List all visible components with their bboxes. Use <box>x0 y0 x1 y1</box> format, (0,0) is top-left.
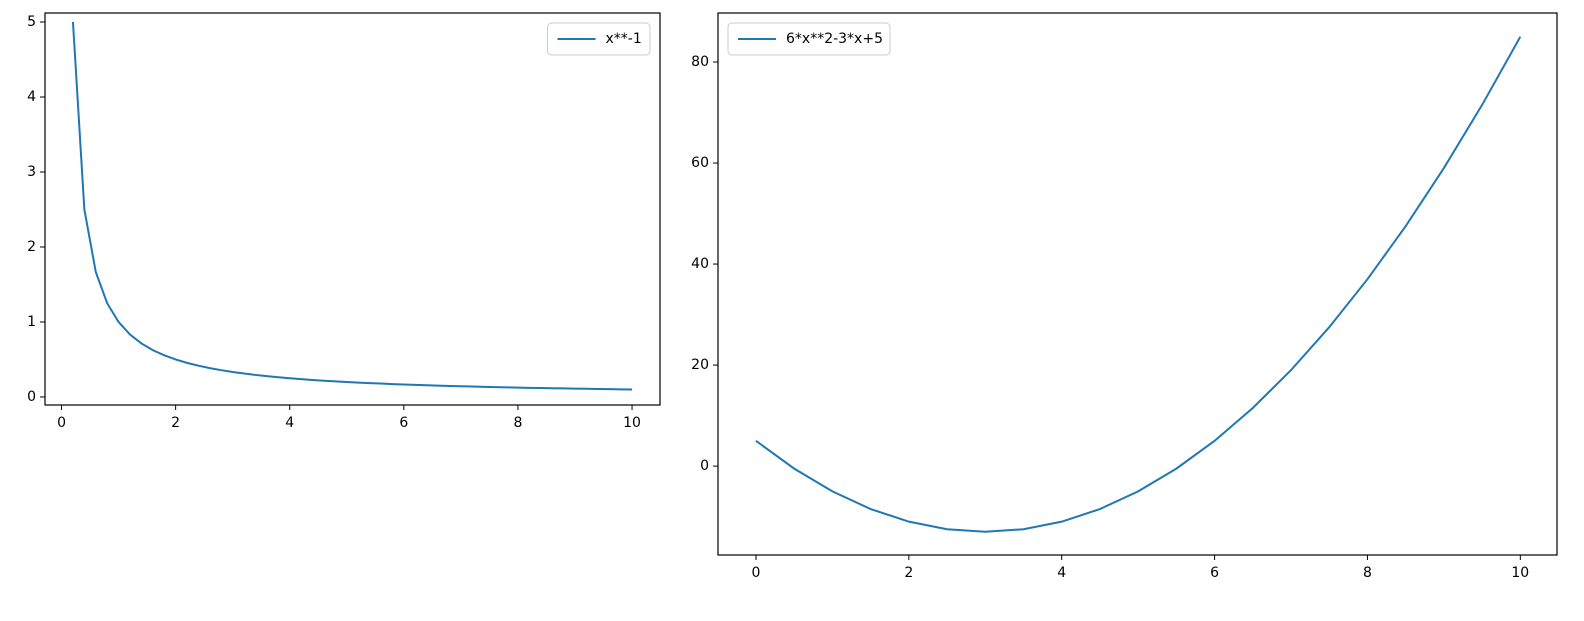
line <box>71 21 633 391</box>
y-tick-label: 5 <box>27 14 36 30</box>
x-tick-label: 6 <box>1210 565 1219 581</box>
axes-frame <box>44 12 661 406</box>
x-tick-label: 6 <box>399 415 408 431</box>
x-tick-label: 10 <box>623 415 641 431</box>
x-tick-label: 0 <box>57 415 66 431</box>
y-tick-label: 60 <box>691 155 709 171</box>
y-tick-label: 4 <box>27 89 36 105</box>
x-tick-label: 2 <box>904 565 913 581</box>
x-tick-label: 2 <box>171 415 180 431</box>
x-tick-label: 8 <box>1363 565 1372 581</box>
x-tick-label: 8 <box>513 415 522 431</box>
y-tick-label: 80 <box>691 54 709 70</box>
y-tick-label: 40 <box>691 256 709 272</box>
y-tick-label: 0 <box>700 458 709 474</box>
y-tick-label: 20 <box>691 357 709 373</box>
y-tick-label: 1 <box>27 314 36 330</box>
legend-box <box>727 22 891 56</box>
x-tick-label: 4 <box>285 415 294 431</box>
legend-label: 6*x**2-3*x+5 <box>786 31 883 47</box>
axes-frame <box>717 12 1558 556</box>
y-tick-label: 3 <box>27 164 36 180</box>
legend: x**-1 <box>547 22 651 56</box>
y-tick-label: 0 <box>27 389 36 405</box>
legend-label: x**-1 <box>606 31 642 47</box>
x-tick-label: 0 <box>752 565 761 581</box>
legend: 6*x**2-3*x+5 <box>727 22 891 56</box>
y-tick-label: 2 <box>27 239 36 255</box>
x-tick-label: 10 <box>1511 565 1529 581</box>
x-tick-label: 4 <box>1057 565 1066 581</box>
line <box>755 36 1522 533</box>
legend-box <box>547 22 651 56</box>
